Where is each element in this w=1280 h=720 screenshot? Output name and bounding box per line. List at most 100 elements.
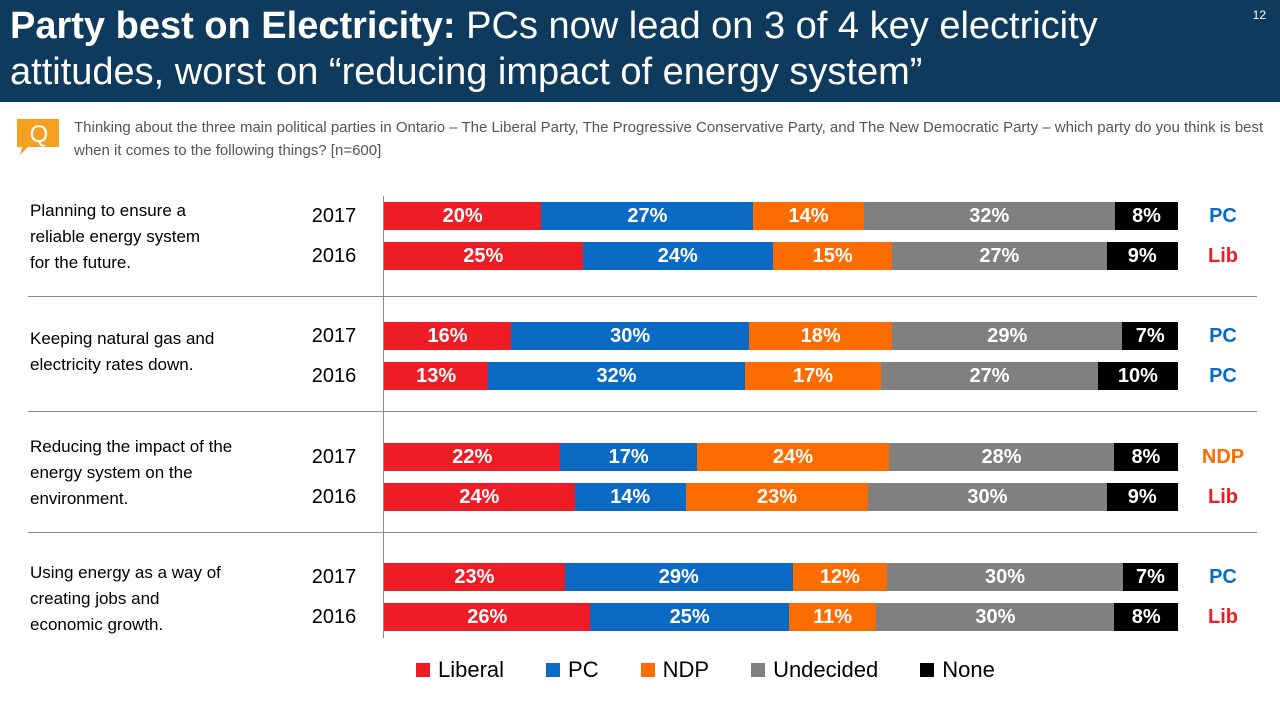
year-label: 2016	[311, 365, 357, 387]
group-label-line: creating jobs and	[30, 589, 160, 608]
bar-segment-liberal: 20%	[384, 202, 542, 230]
group-label-line: Keeping natural gas and	[30, 329, 215, 348]
bar-segment-none: 8%	[1115, 202, 1178, 230]
legend-swatch	[751, 663, 766, 677]
bar-segment-pc: 29%	[564, 563, 793, 591]
bar-segment-ndp: 12%	[792, 563, 888, 591]
legend-item: NDP	[640, 657, 710, 683]
bar-segment-liberal: 24%	[384, 483, 575, 511]
legend-swatch	[416, 663, 430, 677]
bar-segment-pc: 24%	[582, 242, 774, 270]
group-label-line: electricity rates down.	[30, 355, 194, 374]
winner-label: NDP	[1201, 446, 1245, 468]
bar-segment-pc: 25%	[590, 603, 789, 631]
svg-text:Q: Q	[30, 121, 49, 148]
stacked-bar: 23% 29% 12% 30% 7%	[384, 563, 1178, 591]
bar-segment-ndp: 24%	[696, 443, 890, 471]
bar-segment-none: 8%	[1114, 603, 1178, 631]
winner-label: Lib	[1208, 486, 1238, 508]
group-label: Planning to ensure a reliable energy syst…	[30, 198, 290, 276]
slide-title-rest: PCs now lead on 3 of 4 key electricity a…	[10, 5, 1098, 93]
group-label-line: Planning to ensure a	[30, 201, 186, 220]
bar-segment-pc: 30%	[511, 322, 750, 350]
winner-label: PC	[1209, 365, 1237, 387]
bar-segment-undecided: 28%	[889, 443, 1114, 471]
group-label-line: Reducing the impact of the	[30, 437, 233, 456]
winner-label: PC	[1209, 205, 1237, 227]
stacked-bar: 26% 25% 11% 30% 8%	[384, 603, 1178, 631]
group-label-line: environment.	[30, 489, 129, 508]
bar-segment-none: 8%	[1113, 443, 1178, 471]
bar-segment-undecided: 30%	[876, 603, 1115, 631]
bar-segment-ndp: 23%	[685, 483, 869, 511]
legend-swatch	[546, 663, 561, 677]
bar-segment-pc: 17%	[560, 443, 697, 471]
group-label: Keeping natural gas and electricity rates…	[30, 326, 290, 378]
legend-swatch	[640, 663, 655, 677]
bar-segment-ndp: 11%	[788, 603, 877, 631]
stacked-bar: 16% 30% 18% 29% 7%	[384, 322, 1178, 350]
legend-label: PC	[568, 657, 599, 682]
bar-segment-pc: 32%	[488, 362, 745, 390]
legend-label: None	[942, 657, 995, 682]
survey-question: Thinking about the three main political …	[74, 119, 1264, 159]
bar-segment-none: 9%	[1106, 242, 1178, 270]
group-label: Using energy as a way of creating jobs an…	[30, 560, 290, 638]
winner-label: Lib	[1208, 606, 1238, 628]
legend-item: PC	[546, 657, 599, 683]
legend-item: Liberal	[416, 657, 504, 683]
bar-segment-ndp: 14%	[753, 202, 864, 230]
bar-segment-none: 7%	[1122, 563, 1178, 591]
group-divider	[28, 296, 1257, 297]
slide-title: Party best on Electricity: PCs now lead …	[10, 3, 1210, 95]
page-number: 12	[1252, 8, 1266, 22]
group-label-line: reliable energy system	[30, 227, 201, 246]
bar-segment-liberal: 25%	[384, 242, 583, 270]
stacked-bar: 24% 14% 23% 30% 9%	[384, 483, 1178, 511]
legend-label: Undecided	[773, 657, 879, 682]
winner-label: PC	[1209, 566, 1237, 588]
bar-segment-undecided: 30%	[887, 563, 1123, 591]
bar-segment-ndp: 18%	[749, 322, 893, 350]
slide-title-bold: Party best on Electricity:	[10, 5, 456, 47]
group-label-line: for the future.	[30, 253, 132, 272]
group-divider	[28, 411, 1257, 412]
bar-segment-undecided: 32%	[863, 202, 1116, 230]
bar-segment-liberal: 23%	[384, 563, 565, 591]
group-label-line: economic growth.	[30, 615, 164, 634]
bar-segment-undecided: 27%	[892, 242, 1107, 270]
chart-axis-line	[383, 196, 384, 638]
legend-label: NDP	[662, 657, 710, 682]
legend-label: Liberal	[438, 657, 505, 682]
year-label: 2016	[311, 245, 357, 267]
bar-segment-undecided: 27%	[881, 362, 1098, 390]
bar-segment-liberal: 16%	[384, 322, 512, 350]
question-icon: Q	[17, 119, 59, 155]
group-label-line: Using energy as a way of	[30, 563, 221, 582]
bar-segment-liberal: 26%	[384, 603, 591, 631]
bar-segment-liberal: 13%	[384, 362, 489, 390]
group-label: Reducing the impact of the energy system …	[30, 434, 290, 512]
bar-segment-ndp: 17%	[744, 362, 882, 390]
stacked-bar: 25% 24% 15% 27% 9%	[384, 242, 1178, 270]
stacked-bar: 20% 27% 14% 32% 8%	[384, 202, 1178, 230]
bar-segment-ndp: 15%	[773, 242, 893, 270]
bar-segment-none: 7%	[1122, 322, 1178, 350]
bar-segment-liberal: 22%	[384, 443, 561, 471]
group-label-line: energy system on the	[30, 463, 193, 482]
year-label: 2017	[311, 205, 357, 227]
group-divider	[28, 532, 1257, 533]
year-label: 2016	[311, 606, 357, 628]
year-label: 2017	[311, 566, 357, 588]
chart-legend: Liberal PC NDP Undecided None	[416, 656, 1037, 684]
legend-swatch	[920, 663, 935, 677]
winner-label: PC	[1209, 325, 1237, 347]
bar-segment-undecided: 30%	[868, 483, 1107, 511]
stacked-bar: 22% 17% 24% 28% 8%	[384, 443, 1178, 471]
year-label: 2017	[311, 446, 357, 468]
year-label: 2017	[311, 325, 357, 347]
bar-segment-pc: 14%	[574, 483, 686, 511]
slide-header: Party best on Electricity: PCs now lead …	[0, 0, 1280, 102]
year-label: 2016	[311, 486, 357, 508]
bar-segment-none: 9%	[1106, 483, 1178, 511]
